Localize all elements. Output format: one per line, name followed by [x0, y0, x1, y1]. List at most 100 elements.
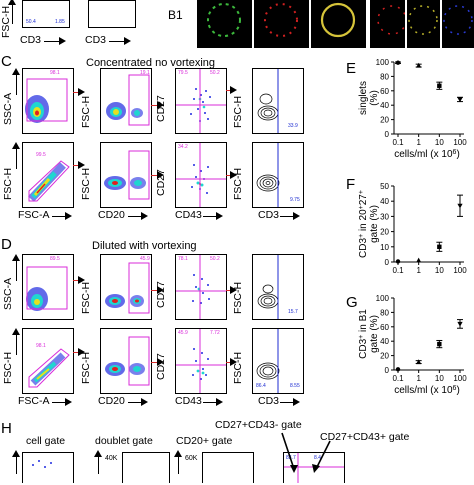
d-xarrow-2 — [128, 398, 148, 406]
c-row2-ylabel-1: FSC-H — [2, 167, 14, 200]
h-plot-1 — [22, 452, 74, 483]
c-gate-value-4: 50.2 — [210, 70, 220, 76]
c-gate-value-6: 99.5 — [36, 152, 46, 158]
panel-letter-d: D — [1, 236, 12, 253]
d-gate-value-9: 86.4 — [256, 383, 266, 389]
x-tick-label: 100 — [453, 266, 467, 275]
x-tick-label: 10 — [435, 138, 444, 147]
d-gate-value-3: 78.1 — [178, 256, 188, 262]
microscopy-image-6 — [442, 0, 474, 48]
d-row1-plot-2 — [100, 254, 152, 320]
top-number-1: 50.4 — [26, 19, 36, 25]
c-row1-ylabel-2: FSC-H — [80, 95, 92, 128]
y-axis-label: CD3+ in 20+27+gate (%) — [358, 190, 381, 258]
microscopy-image-2 — [254, 0, 309, 48]
chart-g: 0 20 40 60 80 100 0.1 1 10 100 CD3+ in B1 gate (%) c… — [358, 294, 468, 397]
y-axis-label: CD3+ in B1 gate (%) — [358, 309, 381, 359]
c-row1-plot-3 — [175, 68, 227, 134]
h-plot-2 — [122, 452, 170, 483]
h-tick-2: 60K — [185, 455, 198, 462]
panel-d-title: Diluted with vortexing — [92, 240, 197, 252]
d-row2-plot-2 — [100, 328, 152, 394]
panel-letter-h: H — [1, 420, 12, 437]
microscopy-image-5 — [407, 0, 440, 48]
d-arrow-2 — [151, 286, 164, 294]
c-xlabel-3: CD43 — [175, 209, 202, 221]
y-axis-label-line-1: CD3+ in B1 — [358, 309, 370, 359]
h-gate-label-2: doublet gate — [95, 435, 153, 447]
h-gate-label-3: CD20+ gate — [176, 435, 233, 447]
c-gate-value-8: 9.75 — [290, 197, 300, 203]
d-arrow-6 — [226, 358, 237, 366]
d-row2-ylabel-4: FSC-H — [232, 351, 244, 384]
y-tick-label: 20 — [380, 228, 389, 237]
d-gate-value-6: 98.1 — [36, 343, 46, 349]
data-point — [457, 203, 463, 209]
panel-letter-b1: B1 — [168, 8, 183, 22]
y-tick-label: 80 — [380, 72, 389, 81]
d-xlabel-2: CD20 — [98, 395, 125, 407]
data-point — [437, 341, 442, 347]
c-arrow-2 — [151, 101, 164, 109]
y-tick-label: 20 — [380, 116, 389, 125]
y-axis-label-line-1: CD3+ in 20+27+ — [358, 190, 370, 258]
c-xarrow-4 — [280, 212, 300, 220]
microscopy-image-4 — [370, 0, 407, 48]
y-tick-label: 50 — [380, 182, 389, 191]
y-tick-label: 0 — [385, 366, 390, 375]
top-xlabel-1: CD3 — [20, 34, 42, 46]
y-tick-label: 0 — [385, 258, 390, 267]
y-tick-label: 0 — [385, 130, 390, 139]
y-tick-label: 30 — [380, 212, 389, 221]
y-axis-label-line-2: (%) — [369, 90, 380, 106]
d-row1-plot-1 — [22, 254, 74, 320]
d-row1-ylabel-1: SSC-A — [2, 277, 14, 310]
c-xlabel-2: CD20 — [98, 209, 125, 221]
h-tick-1: 40K — [105, 455, 118, 462]
x-tick-label: 1 — [416, 374, 421, 383]
y-tick-label: 100 — [376, 294, 390, 303]
d-gate-value-5: 15.7 — [288, 309, 298, 315]
y-axis-label-line-2: gate (%) — [369, 205, 380, 243]
c-gate-value-1: 98.1 — [50, 70, 60, 76]
c-row1-ylabel-4: FSC-H — [232, 95, 244, 128]
data-point — [395, 367, 401, 372]
y-tick-label: 40 — [380, 197, 389, 206]
data-point — [457, 97, 463, 103]
d-gate-value-2: 45.9 — [140, 256, 150, 262]
d-xarrow-1 — [52, 398, 72, 406]
d-arrow-1 — [73, 276, 85, 284]
d-xlabel-4: CD3 — [258, 395, 280, 407]
y-axis-label: singlets (%) — [358, 81, 380, 115]
d-gate-value-10: 8.55 — [290, 383, 300, 389]
d-gate-value-8: 7.72 — [210, 330, 220, 336]
y-axis-label-line-2: gate (%) — [369, 315, 380, 353]
panel-letter-e: E — [346, 60, 357, 77]
x-tick-label: 0.1 — [392, 374, 404, 383]
c-gate-value-7: 34.2 — [178, 144, 188, 150]
d-row1-plot-3 — [175, 254, 227, 320]
d-row1-yarrow-1 — [12, 254, 20, 281]
x-tick-label: 10 — [435, 374, 444, 383]
d-row1-ylabel-4: FSC-H — [232, 281, 244, 314]
h-number-2: 8.4 — [314, 455, 321, 461]
x-tick-label: 10 — [435, 266, 444, 275]
chart-e: 0 20 40 60 80 100 0.1 1 10 100 singlets (%) cells/ml… — [358, 58, 467, 160]
x-tick-label: 1 — [416, 138, 421, 147]
y-tick-label: 80 — [380, 308, 389, 317]
c-gate-value-3: 79.5 — [178, 70, 188, 76]
panel-c-title: Concentrated no vortexing — [86, 57, 216, 69]
top-xlabel-2: CD3 — [85, 34, 107, 46]
h-pointer-arrows — [281, 432, 331, 473]
d-row2-ylabel-1: FSC-H — [2, 351, 14, 384]
x-axis-label: cells/ml (x 106) — [394, 385, 460, 397]
c-arrow-6 — [226, 171, 237, 179]
y-tick-label: 60 — [380, 323, 389, 332]
h-yarrow-1 — [12, 450, 20, 474]
data-point — [416, 257, 422, 263]
d-xlabel-3: CD43 — [175, 395, 202, 407]
c-xarrow-2 — [128, 212, 148, 220]
d-row1-plot-4 — [252, 254, 304, 320]
data-point — [437, 83, 442, 88]
h-yarrow-2 — [94, 450, 102, 474]
